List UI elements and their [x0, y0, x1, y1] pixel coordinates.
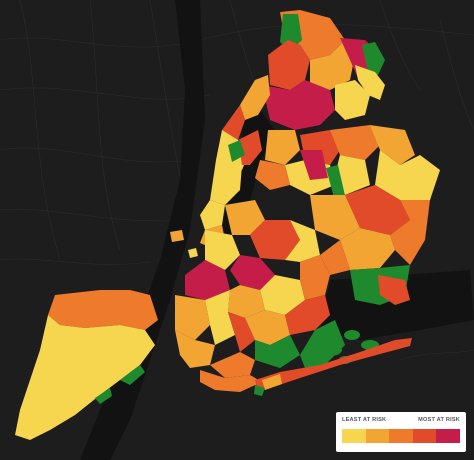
region-bayside: [370, 125, 415, 165]
park-marine: [255, 335, 300, 368]
region-breezy-point: [262, 374, 282, 390]
bronx: [262, 10, 385, 130]
rockaways: [254, 338, 412, 396]
region-laurelton: [390, 200, 430, 265]
region-flatlands: [245, 310, 290, 345]
region-coney-island: [200, 370, 262, 392]
region-governors-island: [170, 230, 184, 242]
region-jamaica: [345, 185, 410, 235]
region-crown-heights: [260, 275, 305, 315]
region-fresh-meadows: [335, 155, 370, 195]
park-jamaica-bay: [300, 320, 345, 368]
region-flushing: [330, 125, 380, 160]
region-rockaway: [255, 338, 412, 392]
staten-island: [15, 290, 158, 440]
region-bronx-west: [268, 40, 310, 90]
legend-swatch-high: [412, 429, 437, 443]
region-east-harlem: [238, 130, 262, 165]
region-bronx-east: [310, 40, 355, 90]
legend-color-scale: [342, 429, 460, 443]
brooklyn: [175, 200, 350, 392]
region-brownsville: [300, 255, 330, 300]
region-inwood: [240, 75, 270, 120]
region-forest-hills: [310, 195, 360, 240]
region-rosedale: [378, 275, 410, 305]
legend-swatch-most: [436, 429, 460, 443]
region-bushwick: [285, 220, 320, 262]
park-great-kills: [95, 388, 112, 404]
region-greenpoint: [225, 200, 265, 235]
park-fort-tilden: [254, 385, 265, 396]
region-east-ny: [320, 240, 350, 275]
small-islands: [170, 230, 198, 258]
region-staten-south: [15, 315, 155, 440]
region-midwood: [228, 312, 255, 352]
region-bensonhurst: [210, 352, 255, 378]
risk-legend: LEAST AT RISK MOST AT RISK: [336, 412, 466, 452]
region-long-island-city: [255, 160, 290, 190]
legend-swatch-low: [365, 429, 390, 443]
region-canarsie: [285, 295, 330, 335]
region-bronx-throgs: [355, 65, 385, 100]
region-brooklyn-heights: [205, 230, 240, 270]
legend-swatch-medium: [389, 429, 413, 443]
region-flatbush: [228, 285, 265, 318]
region-queens-village: [375, 150, 440, 200]
region-midtown: [200, 200, 225, 230]
legend-labels: LEAST AT RISK MOST AT RISK: [342, 417, 460, 425]
region-upper-west: [210, 160, 242, 205]
region-staten-north: [48, 290, 158, 330]
region-liberty-island: [188, 248, 198, 258]
region-williamsburg: [250, 220, 300, 260]
region-red-hook: [185, 260, 230, 300]
region-bronx-soundview: [335, 80, 370, 120]
region-astoria: [265, 130, 300, 165]
region-borough-park: [205, 290, 235, 345]
park-staten-beach: [120, 365, 145, 385]
region-south-jamaica: [340, 228, 395, 270]
region-south-bronx: [262, 80, 335, 130]
manhattan: [200, 75, 270, 248]
street-texture: [0, 0, 474, 361]
region-corona: [300, 150, 328, 180]
region-bay-ridge: [175, 330, 215, 368]
legend-swatch-least: [342, 429, 366, 443]
park-central: [228, 140, 245, 162]
region-bed-stuy: [230, 255, 275, 290]
region-sunset-park: [175, 295, 210, 340]
queens: [255, 125, 440, 305]
legend-least-label: LEAST AT RISK: [342, 417, 387, 423]
park-pelham-bay: [362, 42, 385, 75]
legend-most-label: MOST AT RISK: [418, 417, 460, 423]
